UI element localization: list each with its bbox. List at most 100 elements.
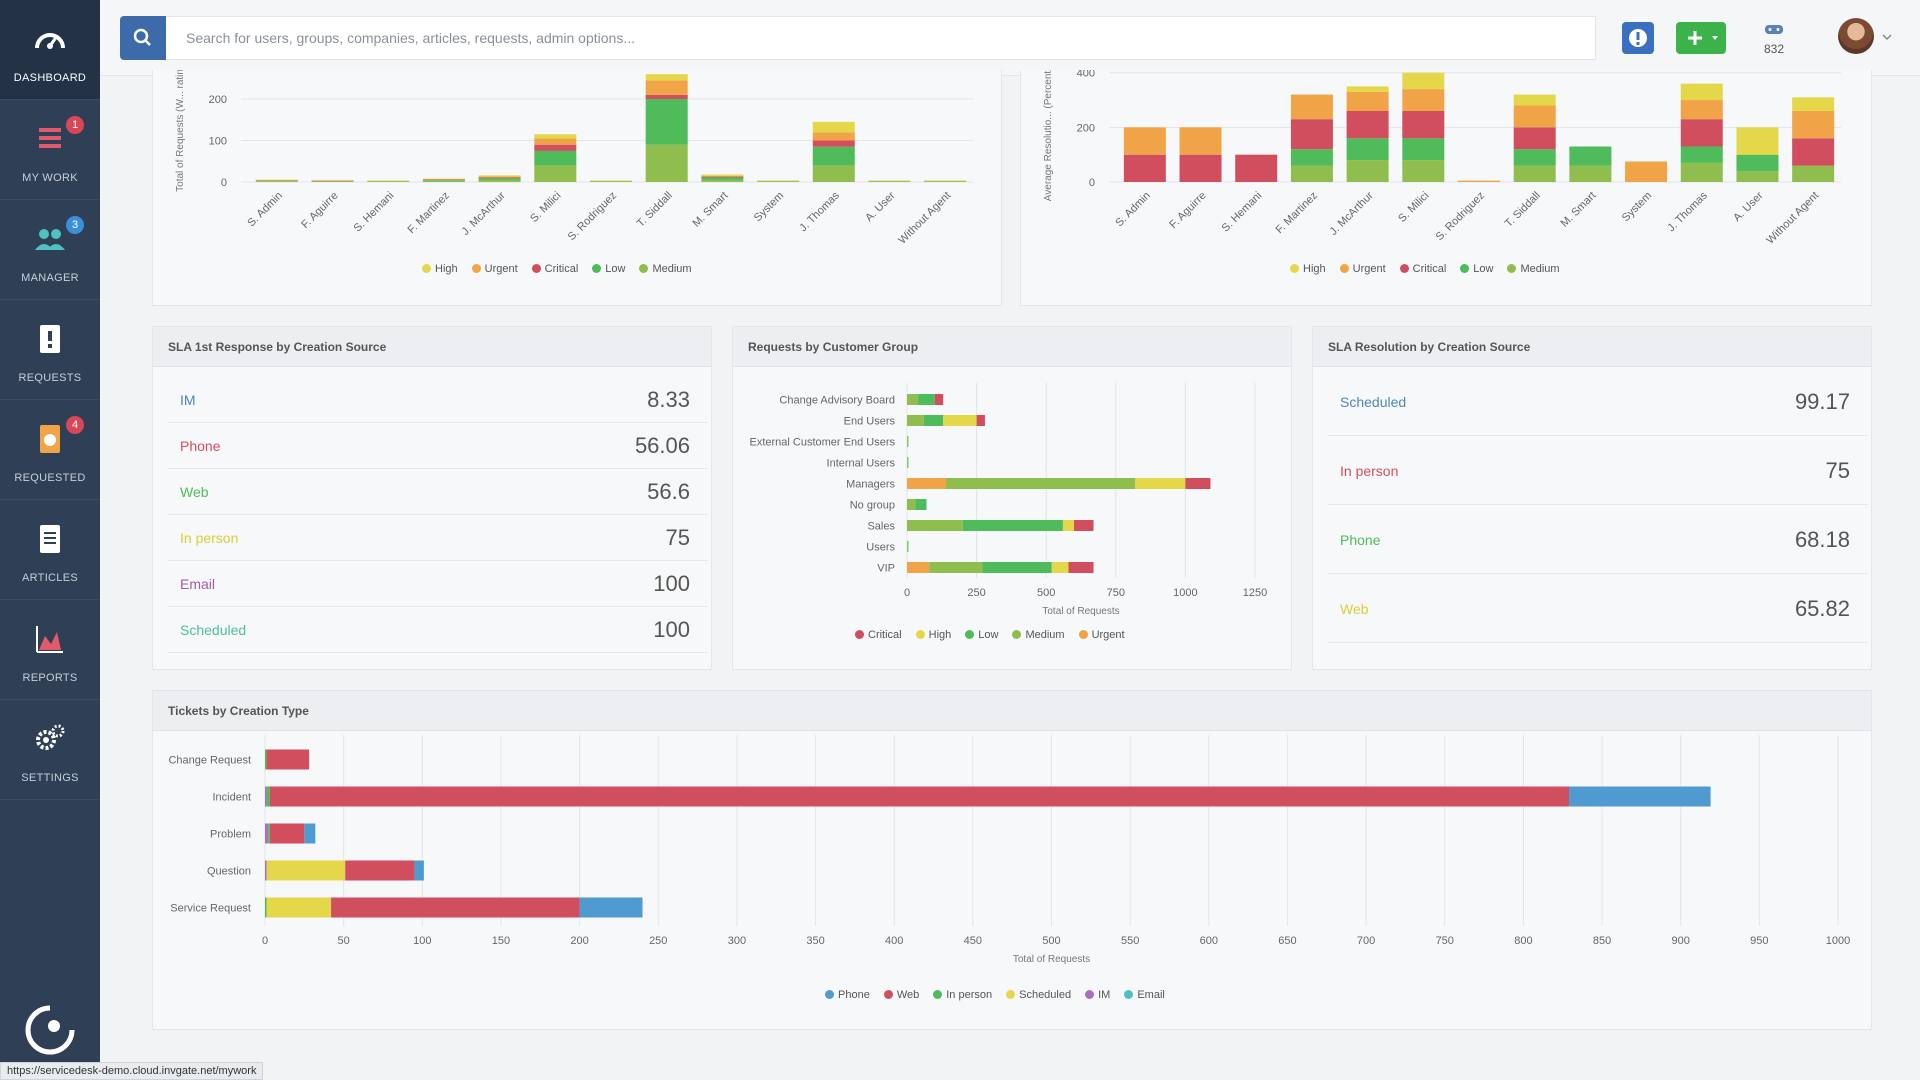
legend-item[interactable]: IM (1085, 989, 1110, 1001)
legend-item[interactable]: Critical (1399, 263, 1446, 275)
bar-segment[interactable] (982, 562, 1052, 573)
bar-segment[interactable] (422, 180, 465, 182)
bar-segment[interactable] (255, 181, 298, 182)
bar-segment[interactable] (918, 394, 935, 405)
bar-segment[interactable] (1792, 110, 1835, 139)
bar-segment[interactable] (478, 175, 521, 177)
legend-item[interactable]: Medium (1012, 629, 1065, 641)
bar-segment[interactable] (907, 415, 924, 426)
bar-segment[interactable] (304, 823, 316, 844)
bar-segment[interactable] (1346, 110, 1389, 139)
bar-segment[interactable] (1402, 160, 1445, 182)
bar-segment[interactable] (1068, 562, 1094, 573)
bar-segment[interactable] (1402, 72, 1445, 90)
sidebar-item-articles[interactable]: ARTICLES (0, 500, 100, 600)
bar-segment[interactable] (1051, 562, 1069, 573)
bar-segment[interactable] (1792, 165, 1835, 182)
bar-segment[interactable] (266, 786, 270, 807)
sla-row[interactable]: IM 8.33 (168, 377, 708, 423)
bar-segment[interactable] (1513, 149, 1556, 166)
legend-item[interactable]: Urgent (1339, 263, 1386, 275)
bar-segment[interactable] (915, 499, 927, 510)
bar-segment[interactable] (265, 823, 269, 844)
legend-item[interactable]: Urgent (1078, 629, 1125, 641)
bar-segment[interactable] (1513, 165, 1556, 182)
bar-segment[interactable] (943, 415, 977, 426)
sidebar-item-manager[interactable]: 3 MANAGER (0, 200, 100, 300)
bar-segment[interactable] (1346, 86, 1389, 92)
sla-row[interactable]: In person 75 (168, 515, 708, 561)
sla-row[interactable]: Scheduled 100 (168, 607, 708, 653)
legend-item[interactable]: High (422, 263, 458, 275)
bar-segment[interactable] (907, 436, 909, 447)
bar-segment[interactable] (645, 94, 688, 100)
bar-segment[interactable] (1062, 520, 1075, 531)
bar-segment[interactable] (1736, 171, 1779, 182)
bar-segment[interactable] (265, 786, 267, 807)
bar-segment[interactable] (1123, 127, 1166, 155)
bar-segment[interactable] (534, 165, 577, 182)
sla-row[interactable]: Phone 56.06 (168, 423, 708, 469)
points-counter[interactable]: 832 (1754, 20, 1794, 60)
bar-segment[interactable] (422, 179, 465, 181)
bar-segment[interactable] (269, 823, 305, 844)
bar-segment[interactable] (266, 897, 332, 918)
bar-segment[interactable] (266, 749, 310, 770)
legend-item[interactable]: Scheduled (1006, 989, 1071, 1001)
chevron-down-icon[interactable] (1880, 30, 1894, 44)
legend-item[interactable]: High (1290, 263, 1326, 275)
bar-segment[interactable] (1458, 180, 1500, 182)
bar-segment[interactable] (1179, 154, 1222, 182)
bar-segment[interactable] (945, 478, 1136, 489)
bar-segment[interactable] (907, 457, 909, 468)
bar-segment[interactable] (534, 144, 577, 151)
sla-row[interactable]: Email 100 (168, 561, 708, 607)
bar-segment[interactable] (1290, 94, 1333, 120)
bar-segment[interactable] (534, 134, 577, 139)
bar-segment[interactable] (1123, 154, 1166, 182)
bar-segment[interactable] (1736, 154, 1779, 172)
bar-segment[interactable] (1513, 127, 1556, 150)
bar-segment[interactable] (1513, 94, 1556, 106)
bar-segment[interactable] (1402, 110, 1445, 139)
sidebar-item-settings[interactable]: SETTINGS (0, 700, 100, 800)
legend-item[interactable]: Medium (639, 263, 692, 275)
bar-segment[interactable] (645, 74, 688, 81)
bar-segment[interactable] (1680, 146, 1723, 163)
sidebar-item-requests[interactable]: REQUESTS (0, 300, 100, 400)
bar-segment[interactable] (701, 174, 744, 176)
bar-segment[interactable] (1135, 478, 1186, 489)
sla-row[interactable]: Phone 68.18 (1328, 505, 1868, 574)
bar-segment[interactable] (1736, 127, 1779, 155)
bar-segment[interactable] (579, 897, 643, 918)
bar-segment[interactable] (534, 138, 577, 145)
bar-segment[interactable] (1792, 97, 1835, 111)
bar-segment[interactable] (1290, 119, 1333, 150)
bar-segment[interactable] (1290, 149, 1333, 166)
bar-segment[interactable] (934, 394, 944, 405)
add-new-button[interactable] (1676, 22, 1726, 54)
bar-segment[interactable] (478, 177, 521, 179)
sla-row[interactable]: In person 75 (1328, 436, 1868, 505)
legend-item[interactable]: Web (883, 989, 919, 1001)
sla-row[interactable]: Web 65.82 (1328, 574, 1868, 643)
bar-segment[interactable] (645, 99, 688, 145)
bar-segment[interactable] (265, 749, 267, 770)
search-button[interactable] (120, 16, 166, 60)
bar-segment[interactable] (907, 478, 946, 489)
bar-segment[interactable] (645, 80, 688, 95)
alert-button[interactable] (1622, 22, 1654, 54)
bar-segment[interactable] (907, 394, 919, 405)
legend-item[interactable]: Urgent (471, 263, 518, 275)
bar-segment[interactable] (962, 520, 1063, 531)
legend-item[interactable]: Low (965, 629, 998, 641)
bar-segment[interactable] (701, 175, 744, 177)
bar-segment[interactable] (645, 144, 688, 182)
bar-segment[interactable] (1569, 146, 1612, 166)
sidebar-item-dashboard[interactable]: DASHBOARD (0, 0, 100, 100)
bar-segment[interactable] (1680, 100, 1723, 120)
legend-item[interactable]: High (915, 629, 951, 641)
bar-segment[interactable] (331, 897, 580, 918)
bar-segment[interactable] (907, 499, 916, 510)
bar-segment[interactable] (1569, 786, 1711, 807)
